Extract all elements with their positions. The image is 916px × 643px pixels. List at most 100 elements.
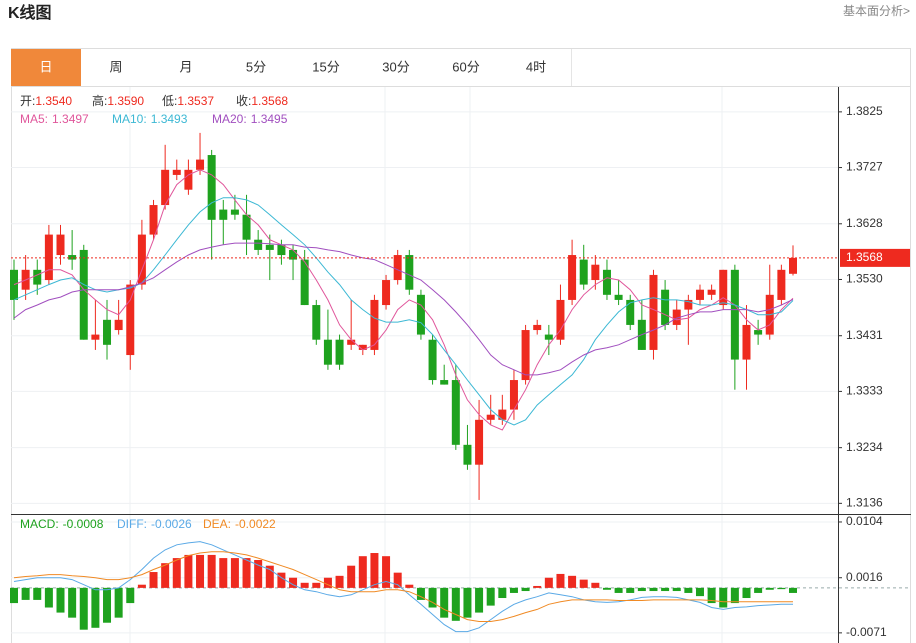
candle-body (300, 259, 309, 306)
candle-body (242, 214, 251, 240)
candle-body (323, 339, 332, 365)
tab-label[interactable]: 周 (109, 59, 122, 74)
fundamental-link[interactable]: 基本面分析> (843, 4, 910, 18)
tab-label[interactable]: 60分 (452, 59, 479, 74)
ohlc-legend-value: 1.3590 (107, 94, 144, 108)
ma-legend-name: MA20: (212, 112, 247, 126)
macd-bar (719, 587, 728, 608)
macd-bar (684, 587, 693, 593)
macd-bar (393, 572, 402, 588)
tab[interactable] (501, 49, 571, 86)
candle-body (684, 299, 693, 310)
candle-body (649, 274, 658, 350)
ma-legend-item: MA20: 1.3495 (212, 112, 288, 126)
ma-legend-value: 1.3497 (52, 112, 89, 126)
y-tick-label: 1.3825 (846, 104, 883, 118)
tab[interactable] (291, 49, 361, 86)
candle-body (428, 339, 437, 381)
macd-legend-value: -0.0026 (151, 517, 192, 531)
macd-bar (498, 587, 507, 599)
macd-bar (789, 587, 797, 593)
candle-body (126, 284, 135, 356)
macd-bar (649, 587, 658, 592)
macd-bar (137, 584, 146, 588)
tab[interactable] (11, 49, 81, 86)
macd-bar (440, 587, 449, 618)
macd-bar (463, 587, 472, 618)
candle-body (393, 255, 402, 281)
macd-bar (68, 587, 77, 618)
candle-body (742, 324, 751, 360)
macd-bar (405, 584, 414, 588)
candle-body (568, 255, 577, 300)
candle-body (230, 209, 239, 215)
macd-legend-value: -0.0008 (63, 517, 104, 531)
y-tick-label: 0.0104 (846, 514, 883, 528)
tab-label[interactable]: 4时 (526, 59, 546, 74)
candle-body (161, 169, 170, 206)
candle-body (777, 269, 786, 300)
candle-body (498, 409, 507, 420)
candle-body (289, 249, 298, 260)
ma-legend-item: MA10: 1.3493 (112, 112, 188, 126)
ma-legend-name: MA10: (112, 112, 147, 126)
macd-bar (242, 558, 251, 588)
macd-bar (254, 559, 263, 588)
macd-bar (289, 577, 298, 588)
tab[interactable] (81, 49, 151, 86)
macd-bar (707, 587, 716, 604)
candle-body (196, 159, 205, 170)
macd-bar (509, 587, 518, 593)
tab-label[interactable]: 5分 (246, 59, 266, 74)
tab[interactable] (361, 49, 431, 86)
macd-bar (370, 553, 379, 588)
macd-bar (672, 587, 681, 592)
macd-legend-item: DIFF: -0.0026 (117, 517, 192, 531)
macd-bar (754, 587, 763, 593)
y-tick-label: 1.3628 (846, 216, 883, 230)
macd-legend-item: MACD: -0.0008 (20, 517, 104, 531)
macd-bar (312, 582, 321, 588)
candle-body (463, 444, 472, 465)
candle-body (416, 294, 425, 335)
ma-legend-name: MA5: (20, 112, 48, 126)
macd-bar (184, 554, 193, 588)
candle-body (614, 294, 623, 300)
tab-label[interactable]: 日 (39, 59, 52, 74)
macd-bar (637, 587, 646, 592)
candle-body (79, 249, 88, 340)
candle-body (719, 269, 728, 306)
candle-body (475, 419, 484, 465)
macd-bar (556, 573, 565, 588)
tab-label[interactable]: 30分 (382, 59, 409, 74)
ohlc-legend-item: 低:1.3537 (162, 94, 214, 108)
tab[interactable] (221, 49, 291, 86)
tab-label[interactable]: 月 (179, 59, 192, 74)
macd-bar (79, 587, 88, 630)
macd-bar (614, 587, 623, 593)
ohlc-legend-name: 高: (92, 93, 107, 108)
macd-bar (661, 587, 670, 592)
tab[interactable] (431, 49, 501, 86)
y-tick-label: 0.0016 (846, 570, 883, 584)
candle-body (405, 255, 414, 290)
macd-bar (486, 587, 495, 606)
macd-bar (207, 554, 216, 588)
tab[interactable] (151, 49, 221, 86)
candle-body (219, 209, 228, 220)
macd-bar (196, 554, 205, 588)
candle-body (10, 269, 18, 300)
candle-body (33, 269, 42, 285)
macd-bar (114, 587, 123, 618)
macd-bar (126, 587, 135, 604)
tab-label[interactable]: 15分 (312, 59, 339, 74)
candle-body (626, 299, 635, 325)
macd-bar (56, 587, 65, 613)
candle-body (382, 280, 391, 306)
candle-body (509, 380, 518, 410)
candle-body (440, 380, 449, 385)
candle-body (661, 289, 670, 325)
macd-legend-name: DIFF: (117, 517, 147, 531)
ohlc-legend-value: 1.3568 (251, 94, 288, 108)
